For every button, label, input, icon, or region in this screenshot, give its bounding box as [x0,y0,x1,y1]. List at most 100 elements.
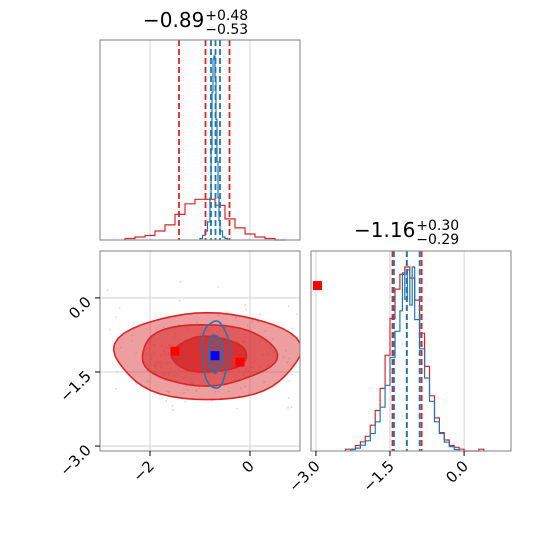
sample-point [161,397,164,399]
sample-point [263,380,265,383]
tick-label-x-param0-0: −2 [129,457,157,485]
sample-point [171,404,174,407]
tick-label-x-param1-1: −1.5 [359,457,397,495]
title-param1: −1.16 +0.30 −0.29 [354,218,459,247]
tick-label-y-param1-0: −3.0 [56,441,94,479]
panel-frame-0 [99,39,301,241]
sample-point [115,387,117,390]
sample-point [287,406,289,409]
sample-point [244,304,247,307]
title-param0-median: −0.89 [143,8,205,32]
sample-point [115,316,117,319]
sample-point [168,390,170,393]
sample-point [245,308,248,311]
sample-point [291,373,294,376]
sample-point [282,356,285,359]
sample-point [194,390,197,393]
sample-point [214,390,217,393]
sample-point [235,315,238,318]
sample-point [264,330,267,333]
sample-point [217,285,220,288]
sample-point [296,313,299,316]
sample-point [97,370,99,372]
sample-point [106,289,109,292]
sample-point [289,364,292,367]
sample-point [147,380,149,383]
sample-point [287,305,290,307]
sample-point [246,324,249,327]
sample-point [198,387,201,389]
sample-point [185,385,188,388]
quantile-lines [178,40,423,451]
sample-point [155,315,157,318]
sample-point [135,351,138,354]
blue-contour-outer [201,320,231,389]
sample-point [131,334,134,337]
sample-point [76,432,78,434]
marker-1 [170,346,180,356]
tick-label-y-param1-1: −1.5 [56,367,94,405]
sample-point [135,383,138,385]
panel-frames [99,39,512,452]
sample-point [240,387,242,390]
sample-point [165,400,168,402]
panel-bg-2 [311,251,511,451]
sample-point [235,407,238,410]
sample-point [98,346,100,348]
tick-label-x-param0-1: 0 [238,457,257,476]
sample-point [259,313,262,316]
title-param1-plus: +0.30 [416,217,460,234]
panel-frame-2 [310,250,512,452]
sample-point [118,307,121,310]
title-param0-minus: −0.53 [205,21,249,38]
sample-point [288,357,291,360]
sample-point [131,339,133,342]
sample-point [217,390,220,393]
panel-frame-1 [99,250,301,452]
markers [170,281,322,367]
sample-point [166,390,168,393]
sample-point [184,400,187,403]
tick-label-x-param1-2: 0.0 [442,457,472,487]
sample-point [290,406,293,409]
sample-point [271,338,274,341]
sample-point [171,409,174,411]
sample-point [179,280,182,283]
sample-point [115,370,118,373]
sample-point [196,321,199,324]
marker-3 [210,351,220,361]
sample-point [120,346,122,349]
sample-point [217,314,220,317]
sample-point [109,328,112,331]
tick-label-y-param1-2: 0.0 [65,293,95,323]
sample-point [182,391,185,394]
title-param1-minus: −0.29 [416,231,460,248]
marker-0 [313,281,322,291]
title-param1-median: −1.16 [354,218,416,242]
title-param0: −0.89 +0.48 −0.53 [143,8,248,37]
sample-point [165,314,168,317]
hist-param0-red [124,198,285,241]
sample-point [178,299,181,302]
sample-point [145,327,148,330]
title-param0-plus: +0.48 [205,7,249,24]
sample-point [244,385,247,388]
sample-point [287,397,290,399]
sample-point [251,320,254,323]
sample-point [288,379,291,382]
marker-2 [235,357,245,367]
sample-point [227,390,230,393]
panel-bg-0 [100,40,300,240]
contours [112,311,300,401]
sample-point [285,349,288,352]
sample-point [226,311,229,314]
tick-label-x-param1-0: −3.0 [285,457,323,495]
sample-point [177,323,180,326]
sample-point [162,326,165,328]
sample-point [291,327,294,330]
sample-point [286,361,289,364]
sample-point [163,379,166,382]
sample-point [249,327,252,330]
sample-point [186,388,189,391]
